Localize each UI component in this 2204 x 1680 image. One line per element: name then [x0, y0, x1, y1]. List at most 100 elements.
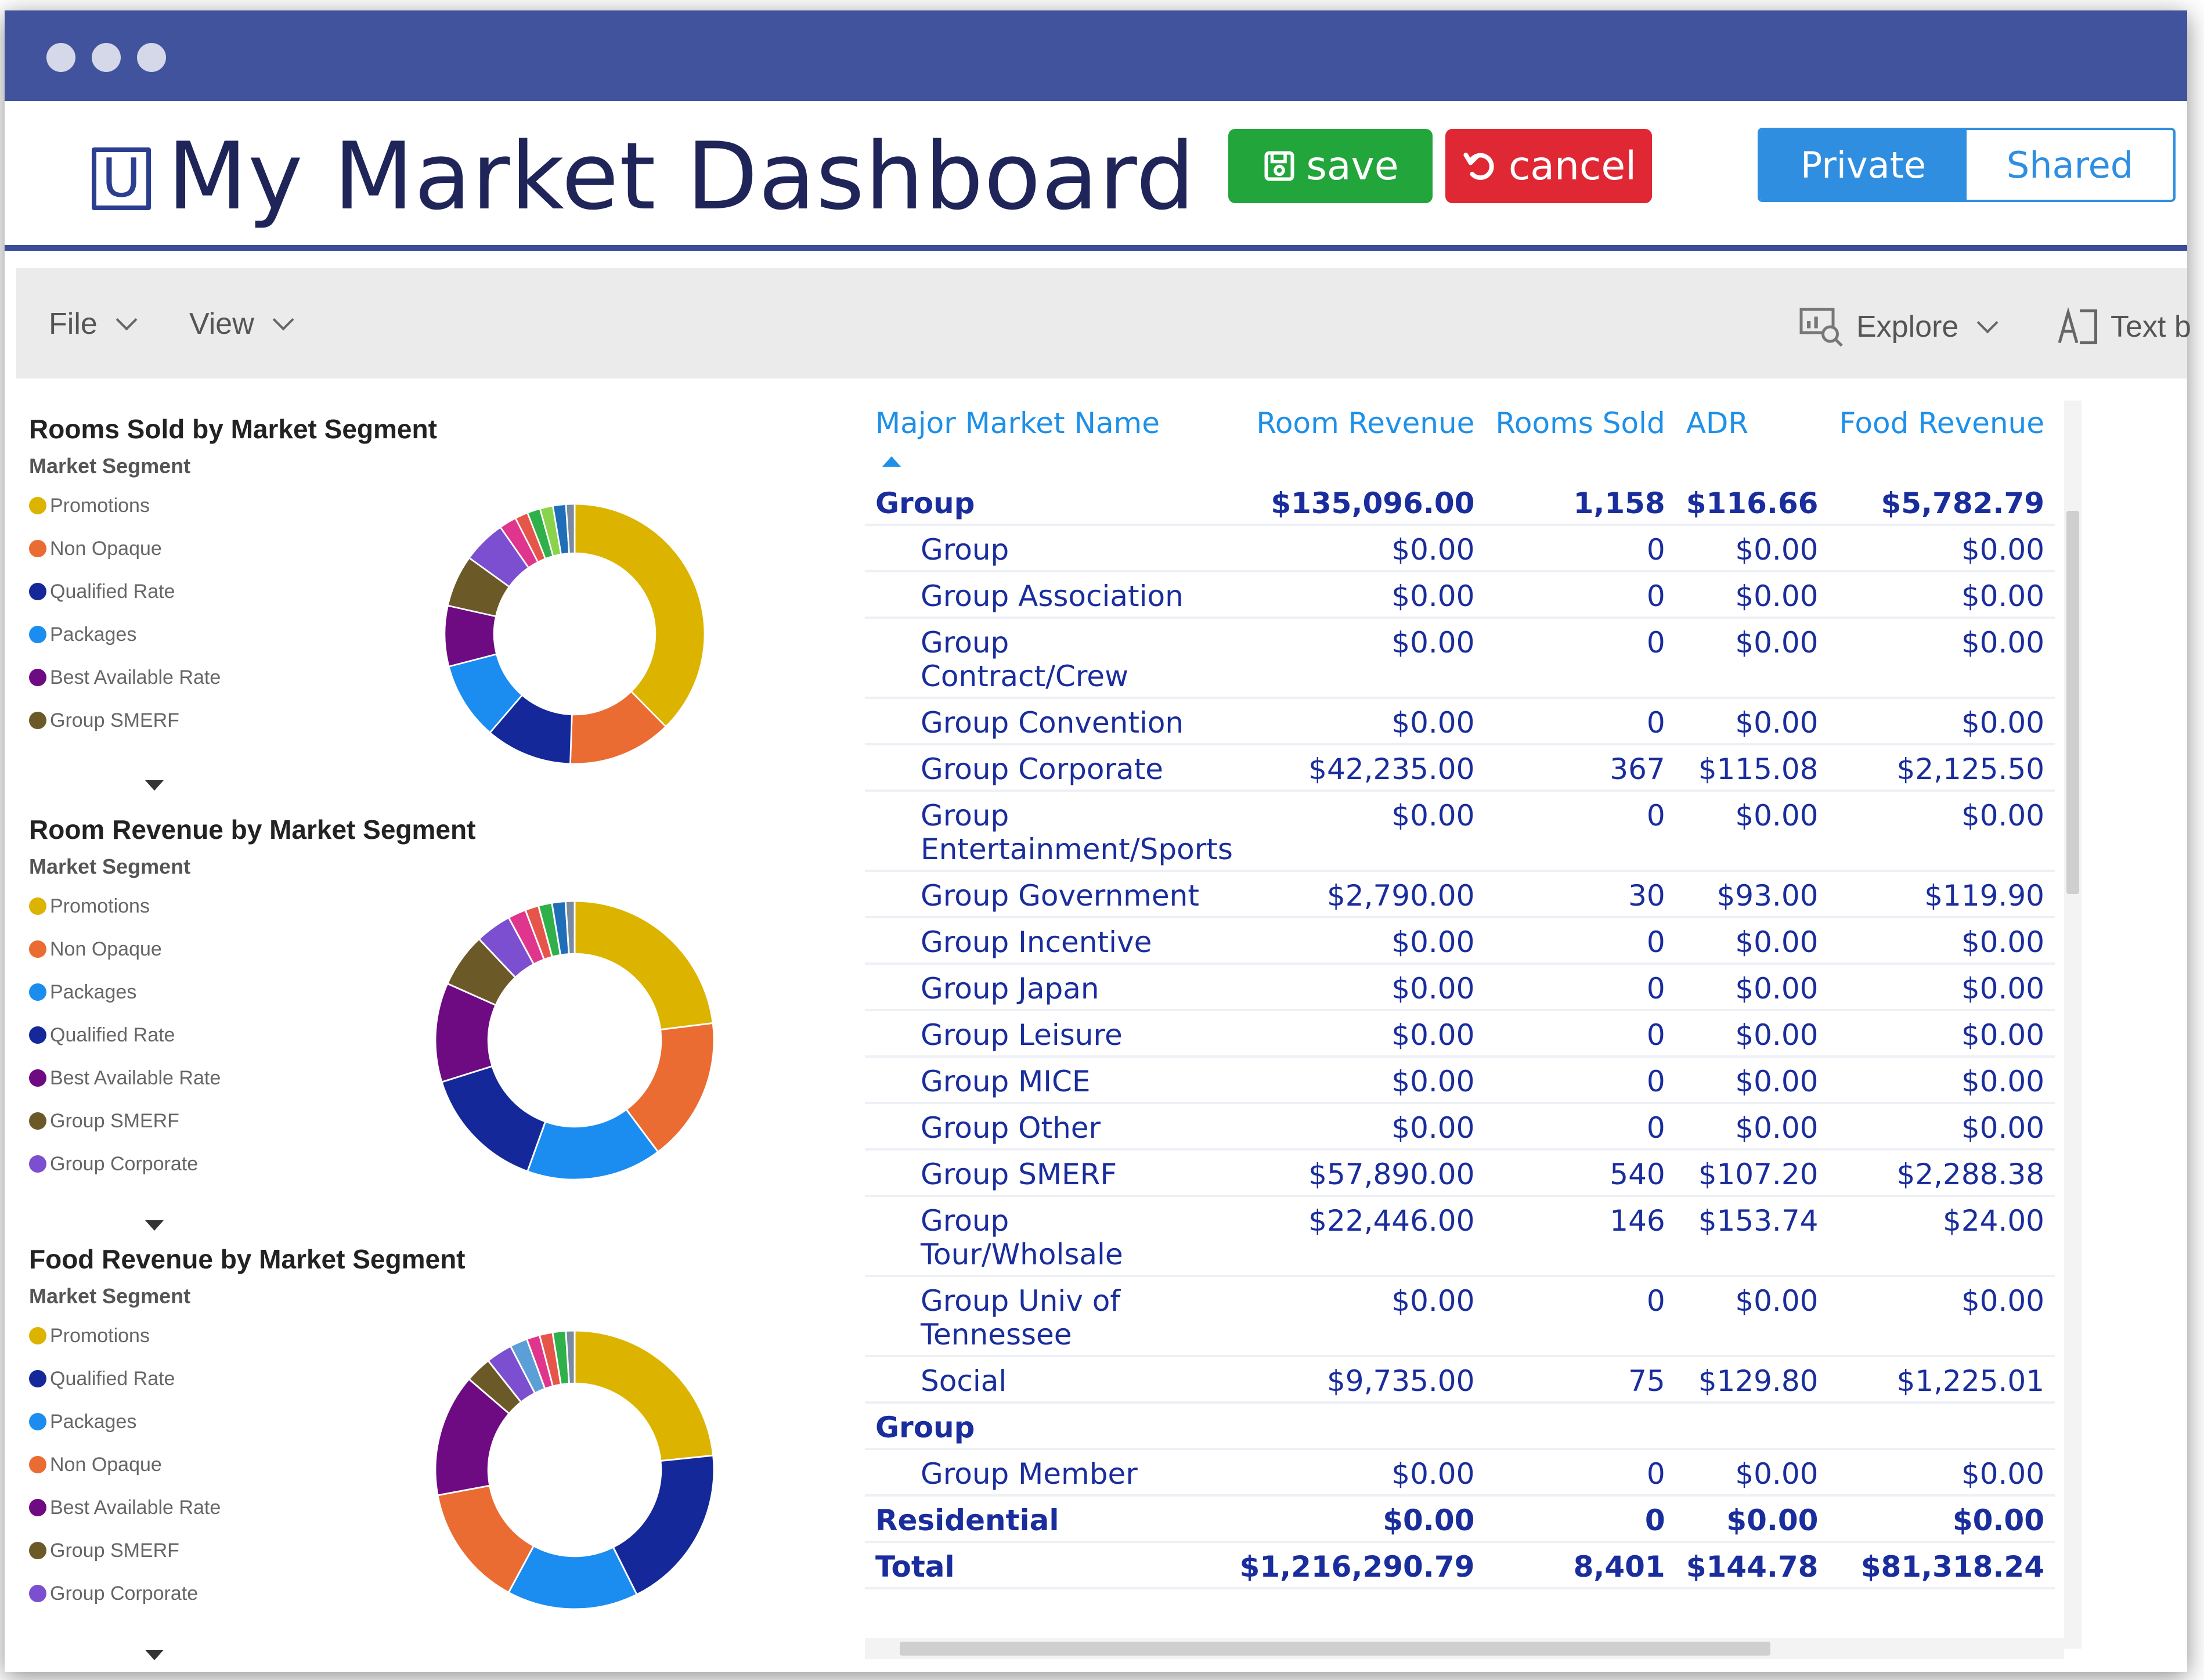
legend-more-arrow-icon[interactable] — [145, 780, 164, 791]
table-row[interactable]: Group Member $0.00 0 $0.00 $0.00 — [865, 1454, 2055, 1497]
vertical-scrollbar[interactable] — [2064, 401, 2082, 1649]
legend-item[interactable]: Non Opaque — [29, 527, 842, 570]
adr-cell: $115.08 — [1675, 749, 1829, 792]
save-label: save — [1306, 143, 1399, 189]
text-box-button[interactable]: Text b — [2055, 307, 2191, 347]
table-row[interactable]: Group Tour/Wholsale $22,446.00 146 $153.74 $… — [865, 1200, 2055, 1277]
legend-item[interactable]: Packages — [29, 613, 842, 656]
market-name-cell: Group Univ of Tennessee — [865, 1281, 1229, 1357]
table-row[interactable]: Group $0.00 0 $0.00 $0.00 — [865, 529, 2055, 572]
legend-item[interactable]: Qualified Rate — [29, 1014, 842, 1057]
legend-item[interactable]: Best Available Rate — [29, 1057, 842, 1099]
table-row[interactable]: Group $135,096.00 1,158 $116.66 $5,782.79 — [865, 483, 2055, 526]
scrollbar-thumb[interactable] — [2066, 511, 2079, 894]
page-title: My Market Dashboard — [167, 122, 1196, 230]
legend-label: Qualified Rate — [50, 1367, 175, 1390]
adr-cell: $129.80 — [1675, 1361, 1829, 1404]
window-dot[interactable] — [137, 43, 166, 72]
donut-slice-qualified-rate[interactable] — [441, 1065, 547, 1173]
table-row[interactable]: Group Univ of Tennessee $0.00 0 $0.00 $0.00 — [865, 1281, 2055, 1357]
adr-cell: $0.00 — [1675, 1281, 1829, 1357]
legend-swatch — [29, 1069, 46, 1087]
rooms-sold-cell: 0 — [1485, 922, 1676, 965]
market-name-cell: Group Contract/Crew — [865, 622, 1229, 699]
table-row[interactable]: Group MICE $0.00 0 $0.00 $0.00 — [865, 1061, 2055, 1104]
toggle-shared[interactable]: Shared — [1967, 130, 2173, 200]
window-dot[interactable] — [46, 43, 75, 72]
sort-ascending-icon[interactable] — [882, 456, 901, 467]
view-menu[interactable]: View — [189, 307, 294, 341]
table-row[interactable]: Group — [865, 1407, 2055, 1450]
market-name-cell: Group Association — [865, 576, 1229, 619]
toggle-private[interactable]: Private — [1760, 130, 1967, 200]
donut-slice-other-6[interactable] — [565, 503, 576, 554]
legend-item[interactable]: Promotions — [29, 885, 842, 928]
chart-title: Food Revenue by Market Segment — [29, 1244, 466, 1274]
legend-item[interactable]: Group Corporate — [29, 1142, 842, 1185]
column-header-food-revenue[interactable]: Food Revenue — [1839, 406, 2044, 440]
legend-item[interactable]: Group SMERF — [29, 1099, 842, 1142]
chart-panel-rooms-sold: Rooms Sold by Market Segment Market Segm… — [29, 413, 842, 791]
legend-item[interactable]: Qualified Rate — [29, 1357, 842, 1400]
legend-more-arrow-icon[interactable] — [145, 1650, 164, 1660]
donut-slice-promotions[interactable] — [573, 900, 714, 1031]
legend-swatch — [29, 712, 46, 729]
chevron-down-icon — [1976, 312, 1999, 334]
window-titlebar — [5, 10, 2187, 101]
donut-slice-qualified-rate[interactable] — [612, 1454, 715, 1596]
legend-item[interactable]: Best Available Rate — [29, 656, 842, 699]
legend-item[interactable]: Group SMERF — [29, 1529, 842, 1572]
table-row[interactable]: Group Entertainment/Sports $0.00 0 $0.00 $0.… — [865, 795, 2055, 872]
rooms-sold-cell: 0 — [1485, 702, 1676, 745]
table-row[interactable]: Group Corporate $42,235.00 367 $115.08 $2,12… — [865, 749, 2055, 792]
chart-title: Rooms Sold by Market Segment — [29, 414, 437, 444]
rooms-sold-cell: 0 — [1485, 1281, 1676, 1357]
table-row[interactable]: Group Association $0.00 0 $0.00 $0.00 — [865, 576, 2055, 619]
food-revenue-cell: $0.00 — [1828, 922, 2055, 965]
save-button[interactable]: save — [1228, 129, 1433, 203]
table-row[interactable]: Group Japan $0.00 0 $0.00 $0.00 — [865, 968, 2055, 1011]
donut-slice-other-5[interactable] — [565, 1329, 576, 1385]
market-name-cell: Group Incentive — [865, 922, 1229, 965]
table-row[interactable]: Group Government $2,790.00 30 $93.00 $119.90 — [865, 875, 2055, 918]
legend-item[interactable]: Best Available Rate — [29, 1486, 842, 1529]
table-row[interactable]: Residential $0.00 0 $0.00 $0.00 — [865, 1500, 2055, 1543]
table-row[interactable]: Group SMERF $57,890.00 540 $107.20 $2,288.38 — [865, 1154, 2055, 1197]
cancel-button[interactable]: cancel — [1445, 129, 1652, 203]
legend-item[interactable]: Non Opaque — [29, 928, 842, 971]
legend-item[interactable]: Packages — [29, 971, 842, 1014]
charts-column: Rooms Sold by Market Segment Market Segm… — [29, 401, 842, 1666]
window-dot[interactable] — [92, 43, 121, 72]
legend-item[interactable]: Promotions — [29, 484, 842, 527]
legend-item[interactable]: Group SMERF — [29, 699, 842, 742]
table-row[interactable]: Group Leisure $0.00 0 $0.00 $0.00 — [865, 1015, 2055, 1058]
legend-item[interactable]: Non Opaque — [29, 1443, 842, 1486]
table-row[interactable]: Group Incentive $0.00 0 $0.00 $0.00 — [865, 922, 2055, 965]
scrollbar-thumb[interactable] — [900, 1642, 1770, 1656]
legend-item[interactable]: Packages — [29, 1400, 842, 1443]
table-row[interactable]: Group Contract/Crew $0.00 0 $0.00 $0.00 — [865, 622, 2055, 699]
legend-item[interactable]: Qualified Rate — [29, 570, 842, 613]
adr-cell: $0.00 — [1675, 795, 1829, 872]
table-total-row[interactable]: Total $1,216,290.79 8,401 $144.78 $81,318.24 — [865, 1546, 2055, 1589]
donut-slice-promotions[interactable] — [573, 1329, 715, 1462]
legend-label: Best Available Rate — [50, 1496, 221, 1519]
table-row[interactable]: Group Other $0.00 0 $0.00 $0.00 — [865, 1108, 2055, 1151]
table-row[interactable]: Group Convention $0.00 0 $0.00 $0.00 — [865, 702, 2055, 745]
legend-item[interactable]: Promotions — [29, 1314, 842, 1357]
donut-slice-promotions[interactable] — [573, 503, 706, 728]
column-header-major-market-name[interactable]: Major Market Name — [865, 398, 1229, 480]
legend-title: Market Segment — [29, 855, 191, 878]
room-revenue-cell: $0.00 — [1229, 1108, 1485, 1151]
horizontal-scrollbar[interactable] — [865, 1638, 2064, 1659]
column-header-adr[interactable]: ADR — [1686, 406, 1749, 440]
file-menu[interactable]: File — [49, 307, 138, 341]
column-header-room-revenue[interactable]: Room Revenue — [1256, 406, 1475, 440]
legend-item[interactable]: Group Corporate — [29, 1572, 842, 1615]
legend-more-arrow-icon[interactable] — [145, 1220, 164, 1231]
donut-slice-other-5[interactable] — [564, 900, 576, 956]
column-header-rooms-sold[interactable]: Rooms Sold — [1495, 406, 1665, 440]
explore-menu[interactable]: Explore — [1798, 307, 1999, 347]
room-revenue-cell: $0.00 — [1229, 1500, 1485, 1543]
table-row[interactable]: Social $9,735.00 75 $129.80 $1,225.01 — [865, 1361, 2055, 1404]
